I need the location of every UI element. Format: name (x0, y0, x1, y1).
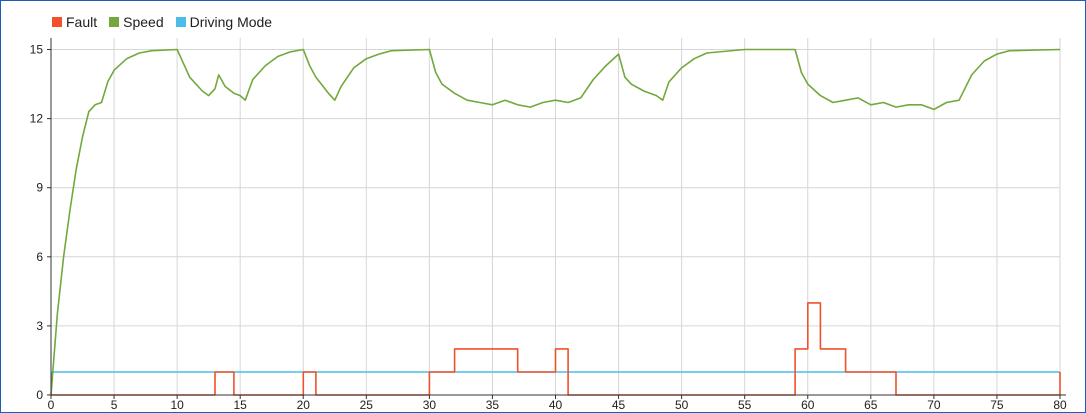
y-tick-label: 9 (36, 181, 43, 195)
x-tick-label: 65 (864, 398, 878, 412)
legend-swatch-speed (109, 17, 120, 27)
x-tick-label: 70 (927, 398, 941, 412)
legend-label-driving-mode: Driving Mode (189, 14, 273, 30)
x-tick-label: 20 (297, 398, 311, 412)
x-tick-label: 25 (360, 398, 374, 412)
x-tick-label: 40 (549, 398, 563, 412)
x-tick-label: 55 (738, 398, 752, 412)
x-tick-label: 35 (486, 398, 500, 412)
y-tick-label: 0 (36, 388, 43, 402)
legend-swatch-fault (52, 17, 62, 27)
x-tick-label: 5 (111, 398, 118, 412)
legend-label-fault: Fault (66, 14, 98, 30)
x-tick-label: 45 (612, 398, 626, 412)
x-tick-label: 30 (423, 398, 437, 412)
x-tick-label: 50 (675, 398, 689, 412)
x-tick-label: 60 (801, 398, 815, 412)
y-tick-label: 3 (36, 319, 43, 333)
legend-item-fault[interactable]: Fault (52, 14, 97, 30)
x-tick-label: 80 (1053, 398, 1067, 412)
legend-item-driving-mode[interactable]: Driving Mode (175, 14, 273, 30)
chart-legend: Fault Speed Driving Mode (52, 13, 272, 31)
y-tick-label: 12 (30, 112, 44, 126)
x-tick-label: 0 (48, 398, 55, 412)
series-line-speed[interactable] (50, 48, 1061, 396)
legend-item-speed[interactable]: Speed (109, 14, 164, 30)
x-tick-label: 75 (990, 398, 1004, 412)
legend-label-speed: Speed (123, 14, 164, 30)
axes-layer: 0 5 10 15 20 25 30 35 40 45 50 55 60 65 70 75 80 0 3 6 9 12 15 (30, 38, 1067, 412)
y-tick-label: 6 (36, 250, 43, 264)
x-tick-label: 10 (170, 398, 184, 412)
y-tick-label: 15 (30, 43, 44, 57)
legend-swatch-driving-mode (175, 17, 186, 27)
x-tick-label: 15 (234, 398, 248, 412)
